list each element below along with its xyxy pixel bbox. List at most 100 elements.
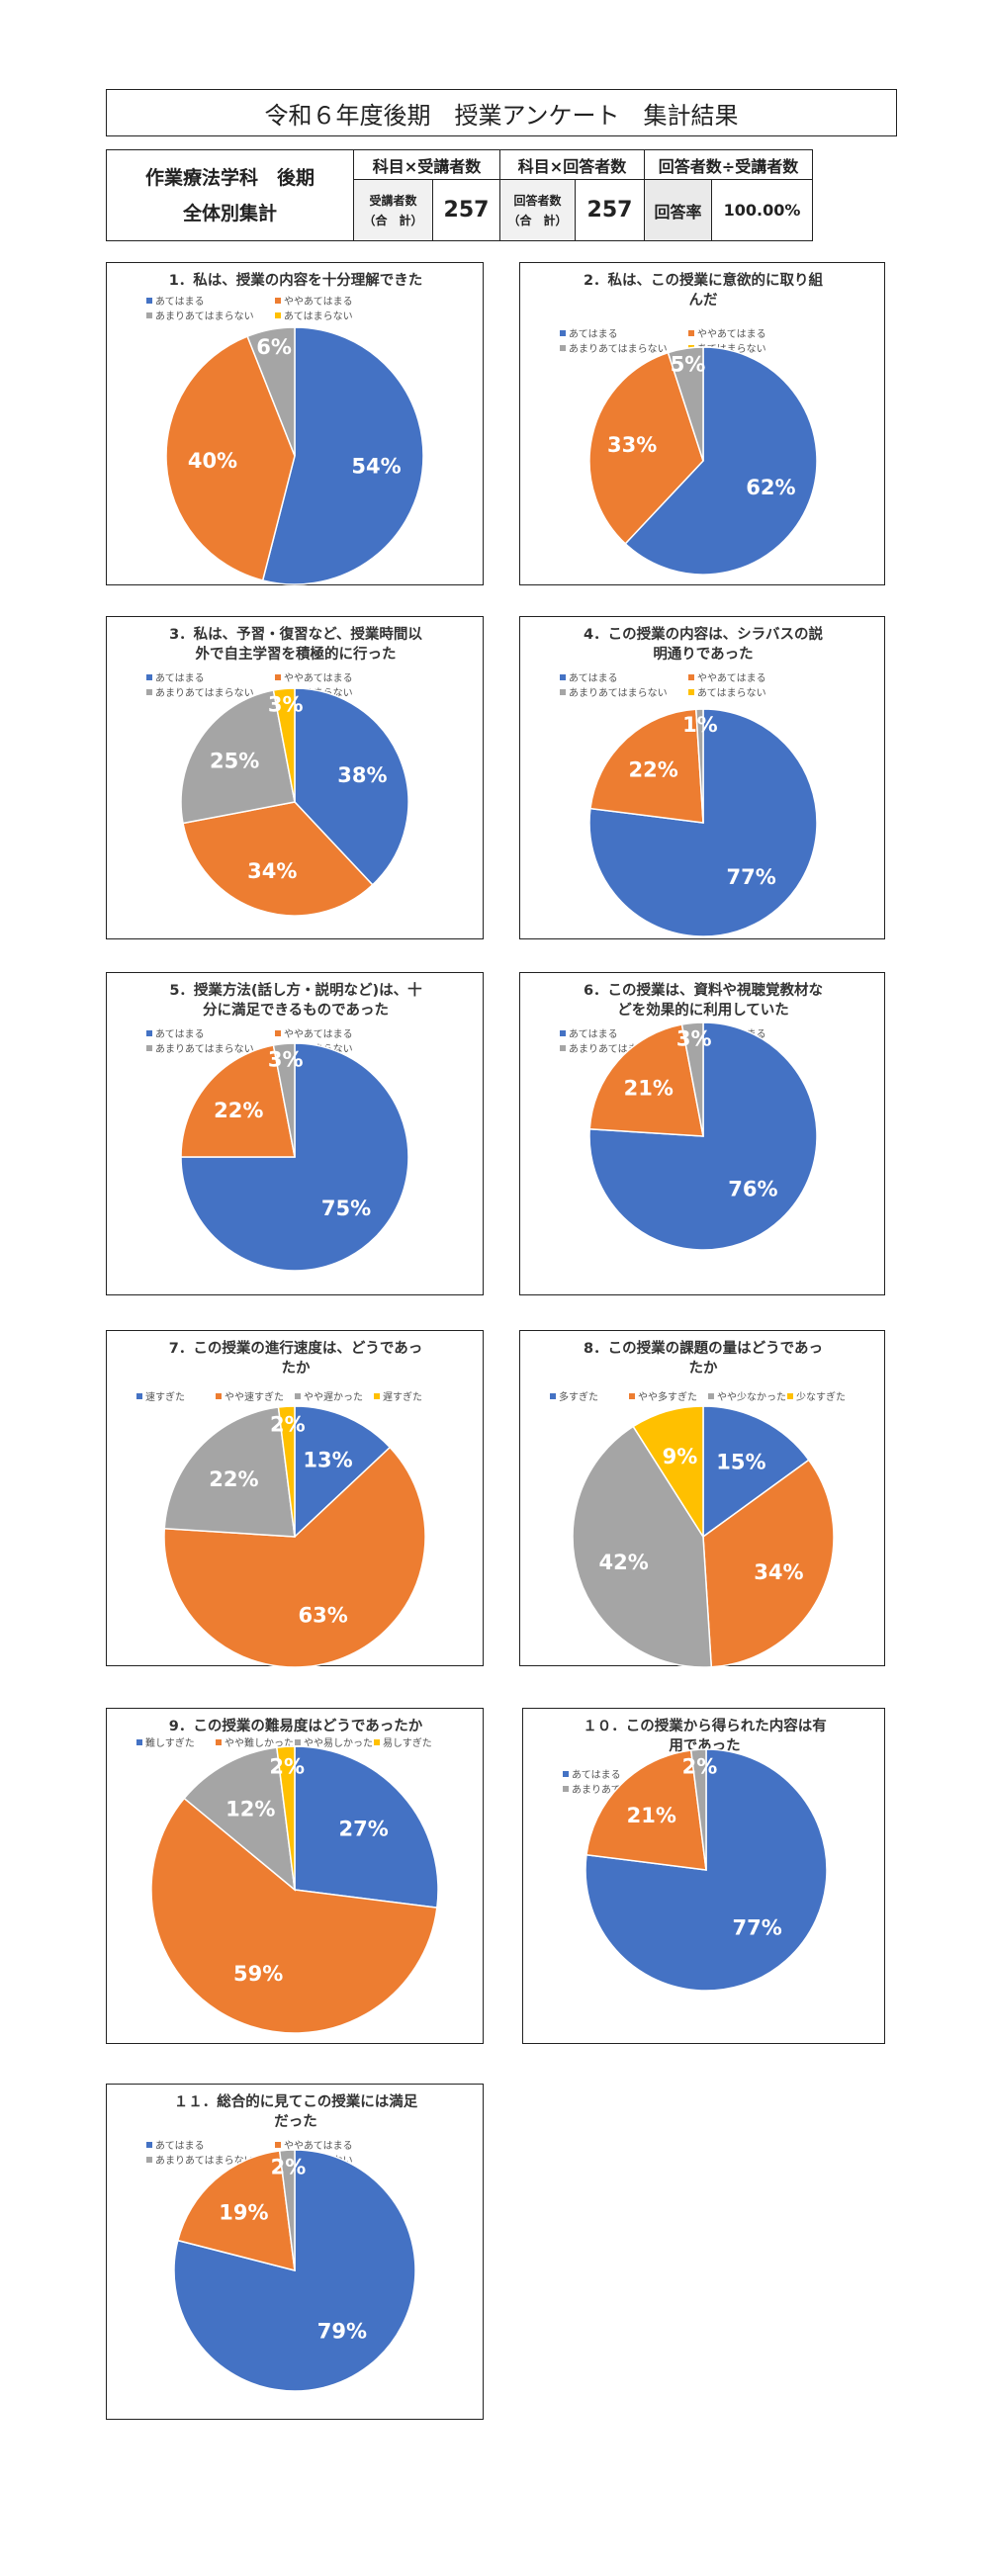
pie-slice [163, 1406, 296, 1538]
pie-slice [180, 1044, 296, 1158]
legend-swatch [146, 2142, 152, 2148]
legend-label: あてはまる [155, 1028, 205, 1040]
chart-title: 4．この授業の内容は、シラバスの説 [584, 625, 823, 643]
chart-title: 外で自主学習を積極的に行った [196, 645, 397, 663]
slice-label: 2% [682, 1754, 718, 1778]
pie-slice [294, 687, 409, 886]
slice-label: 38% [337, 763, 387, 787]
slice-label: 3% [268, 1048, 304, 1072]
legend-swatch [146, 1045, 152, 1051]
pie-chart-5: 5．授業方法(話し方・説明など)は、十 分に満足できるものであった あてはまる ややあ… [106, 972, 484, 1295]
legend-swatch [787, 1393, 793, 1399]
legend-label: あてはまる [155, 2140, 205, 2152]
legend-label: あてはまる [155, 672, 205, 684]
slice-label: 63% [298, 1603, 347, 1627]
legend-label: あてはまる [569, 328, 618, 340]
legend-label: やや易しかった [304, 1737, 373, 1749]
legend-swatch [146, 674, 152, 680]
pie-slice [261, 326, 424, 585]
pie-slice [294, 1745, 439, 1910]
legend-swatch [563, 1786, 569, 1792]
legend-swatch [295, 1393, 301, 1399]
chart-title: 8．この授業の課題の量はどうであっ [584, 1339, 823, 1357]
slice-label: 77% [733, 1916, 782, 1940]
pie-slice [589, 708, 704, 824]
pie-slice [182, 801, 374, 917]
slice-label: 21% [627, 1804, 676, 1827]
legend-label: あまりあてはまらない [569, 687, 668, 699]
legend-swatch [216, 1739, 222, 1745]
legend-swatch [275, 312, 281, 318]
legend-label: やや遅かった [304, 1391, 363, 1403]
slice-label: 25% [210, 750, 259, 773]
legend-label: あてはまる [572, 1769, 621, 1781]
slice-label: 34% [754, 1560, 803, 1584]
legend-label: 少なすぎた [796, 1390, 846, 1403]
legend-swatch [560, 689, 566, 695]
students-label: 受講者数 （合 計） [353, 179, 433, 241]
slice-label: 76% [728, 1178, 777, 1201]
chart-title: 3．私は、予習・復習など、授業時間以 [169, 625, 422, 643]
pie-slice [667, 346, 704, 462]
pie-chart-10: １０．この授業から得られた内容は有用であったあてはまるややあてはまるあまりあては… [522, 1708, 885, 2044]
legend-label: あてはまる [569, 1028, 618, 1040]
slice-label: 15% [716, 1451, 765, 1474]
pie-slice [294, 1405, 392, 1539]
legend-swatch [374, 1739, 380, 1745]
legend-label: ややあてはまる [697, 328, 766, 340]
legend-label: やや多すぎた [638, 1390, 697, 1403]
pie-slice [272, 1042, 296, 1158]
page-title: 令和６年度後期 授業アンケート 集計結果 [106, 89, 897, 136]
slice-label: 33% [607, 433, 657, 457]
slice-label: 9% [663, 1445, 698, 1468]
pie-slice [572, 1425, 713, 1667]
pie-slice [180, 689, 296, 825]
legend-label: 多すぎた [559, 1390, 598, 1403]
legend-label: ややあてはまる [284, 672, 353, 684]
slice-label: 19% [219, 2200, 268, 2224]
pie-slice [183, 1746, 296, 1892]
slice-label: 40% [188, 449, 237, 473]
rate-label: 回答率 [644, 179, 712, 241]
slice-label: 2% [269, 1755, 305, 1779]
legend-swatch [146, 298, 152, 304]
rate-value: 100.00% [711, 179, 813, 241]
pie-chart-2: 2．私は、この授業に意欲的に取り組 んだ あてはまる ややあてはまる あまりあてはまらな… [519, 262, 885, 585]
chart-title: んだ [689, 292, 718, 309]
legend-swatch [146, 312, 152, 318]
legend-swatch [560, 345, 566, 351]
slice-label: 54% [351, 454, 401, 478]
pie-slice [689, 1748, 707, 1871]
slice-label: 5% [671, 352, 706, 376]
legend-label: 遅すぎた [383, 1390, 422, 1403]
department-name: 作業療法学科 後期 [144, 166, 315, 189]
chart-title: 1．私は、授業の内容を十分理解できた [169, 271, 423, 289]
department-scope: 全体別集計 [182, 202, 277, 224]
pie-slice [588, 351, 704, 545]
legend-swatch [275, 1030, 281, 1036]
legend-label: ややあてはまる [284, 1028, 353, 1040]
legend-label: 易しすぎた [383, 1736, 432, 1749]
slice-label: 13% [303, 1448, 352, 1471]
chart-title: たか [282, 1360, 311, 1377]
pie-chart-3: 3．私は、予習・復習など、授業時間以 外で自主学習を積極的に行ったあてはまる ややあ… [106, 616, 484, 939]
slice-label: 27% [338, 1818, 388, 1841]
slice-label: 1% [682, 713, 718, 737]
pie-chart-4: 4．この授業の内容は、シラバスの説 明通りであった あてはまる ややあてはまる あまりあ… [519, 616, 885, 939]
pie-chart-9: 9．この授業の難易度はどうであったか 難しすぎた やや難しかった やや易しかった 易しす… [106, 1708, 484, 2044]
pie-slice [180, 1042, 409, 1272]
legend-label: あまりあてはまらない [155, 311, 254, 322]
slice-label: 2% [271, 2155, 307, 2178]
legend-label: やや速すぎた [225, 1390, 284, 1403]
legend-swatch [275, 2142, 281, 2148]
slice-label: 22% [628, 757, 677, 781]
legend-label: あまりあてはまらない [155, 2155, 254, 2167]
legend-label: あまりあてはまらない [569, 343, 668, 355]
slice-label: 79% [317, 2320, 367, 2344]
legend-swatch [560, 330, 566, 336]
chart-title: だった [274, 2113, 317, 2130]
slice-label: 42% [599, 1551, 649, 1574]
